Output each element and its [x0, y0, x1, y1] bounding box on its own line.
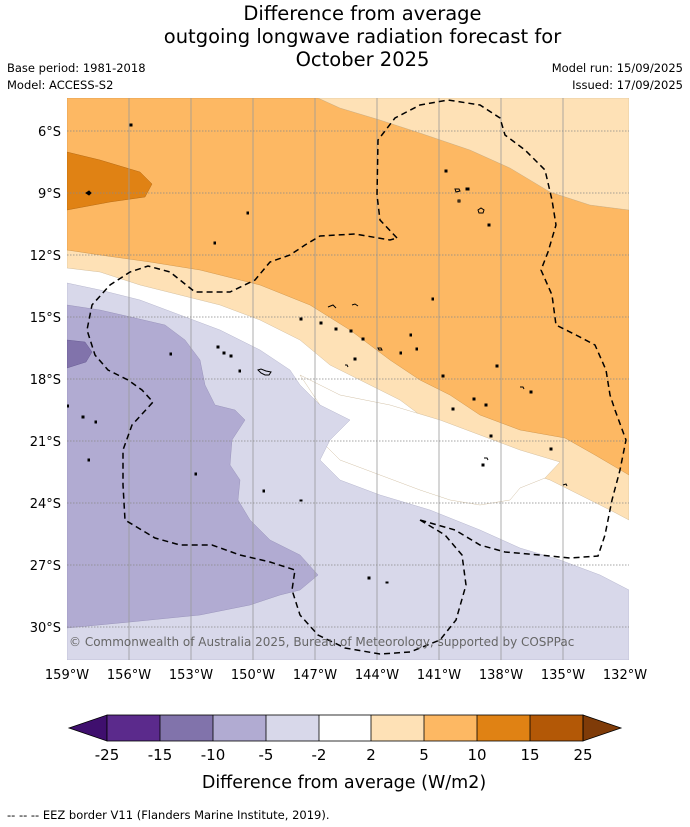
colorbar-segment	[160, 715, 213, 741]
colorbar-tick: -15	[148, 746, 173, 764]
neutral-tongue	[299, 374, 561, 506]
colorbar-tick: 5	[419, 746, 429, 764]
colorbar: -25 -15 -10 -5 -2 2 5 10 15 25 Differenc…	[67, 714, 623, 793]
colorbar-extend-high	[582, 714, 623, 742]
title-line-1: Difference from average	[243, 2, 482, 25]
colorbar-segment	[107, 715, 160, 741]
lon-label: 141°W	[417, 668, 461, 683]
issued-date: Issued: 17/09/2025	[572, 78, 683, 92]
colorbar-segment	[424, 715, 477, 741]
chart-title: Difference from average outgoing longwav…	[0, 2, 690, 71]
colorbar-tick: 15	[520, 746, 539, 764]
colorbar-segment	[319, 715, 371, 741]
lat-label: 18°S	[30, 373, 61, 388]
title-line-3: October 2025	[295, 48, 430, 71]
model-run: Model run: 15/09/2025	[551, 61, 683, 75]
lon-label: 153°W	[169, 668, 213, 683]
map-panel	[67, 98, 629, 660]
lon-label: 156°W	[107, 668, 151, 683]
anomaly-region-pos10	[67, 151, 153, 211]
lat-label: 6°S	[38, 125, 61, 140]
model-name: Model: ACCESS-S2	[7, 78, 114, 92]
colorbar-tick: -25	[95, 746, 120, 764]
anomaly-region-neg10	[67, 304, 319, 629]
meta-right: Model run: 15/09/2025 Issued: 17/09/2025	[552, 60, 683, 94]
lon-label: 147°W	[293, 668, 337, 683]
lat-label: 27°S	[30, 559, 61, 574]
copyright-text: © Commonwealth of Australia 2025, Bureau…	[69, 635, 574, 649]
lon-labels: 159°W 156°W 153°W 150°W 147°W 144°W 141°…	[45, 668, 647, 683]
lat-label: 30°S	[30, 621, 61, 636]
grid-lines	[67, 98, 629, 660]
colorbar-segment	[266, 715, 319, 741]
colorbar-segment	[530, 715, 583, 741]
lat-label: 15°S	[30, 311, 61, 326]
lat-label: 21°S	[30, 435, 61, 450]
colorbar-tick: 25	[573, 746, 592, 764]
lat-label: 9°S	[38, 187, 61, 202]
colorbar-segment	[477, 715, 530, 741]
colorbar-segment	[371, 715, 424, 741]
colorbar-tick: 2	[366, 746, 376, 764]
lon-label: 144°W	[355, 668, 399, 683]
lat-label: 24°S	[30, 497, 61, 512]
colorbar-extend-low	[67, 714, 108, 742]
anomaly-band-pos2-inner	[317, 98, 629, 211]
colorbar-segment	[213, 715, 266, 741]
colorbar-tick: -5	[259, 746, 274, 764]
lat-labels: 6°S 9°S 12°S 15°S 18°S 21°S 24°S 27°S 30…	[30, 125, 61, 636]
eez-footnote: -- -- -- EEZ border V11 (Flanders Marine…	[7, 808, 330, 822]
meta-left: Base period: 1981-2018 Model: ACCESS-S2	[7, 60, 146, 94]
colorbar-tick: 10	[467, 746, 486, 764]
lon-label: 138°W	[479, 668, 523, 683]
lat-label: 12°S	[30, 249, 61, 264]
colorbar-tick: -2	[312, 746, 327, 764]
eez-border-kiribati-line	[376, 99, 627, 559]
title-line-2: outgoing longwave radiation forecast for	[163, 25, 562, 48]
anomaly-region-neg15	[67, 339, 93, 369]
colorbar-label: Difference from average (W/m2)	[202, 773, 486, 793]
lon-label: 159°W	[45, 668, 89, 683]
base-period: Base period: 1981-2018	[7, 61, 146, 75]
colorbar-tick: -10	[201, 746, 226, 764]
eez-border-french-polynesia	[86, 233, 467, 655]
islands	[67, 123, 568, 584]
lon-label: 132°W	[603, 668, 647, 683]
lon-label: 135°W	[541, 668, 585, 683]
lon-label: 150°W	[231, 668, 275, 683]
